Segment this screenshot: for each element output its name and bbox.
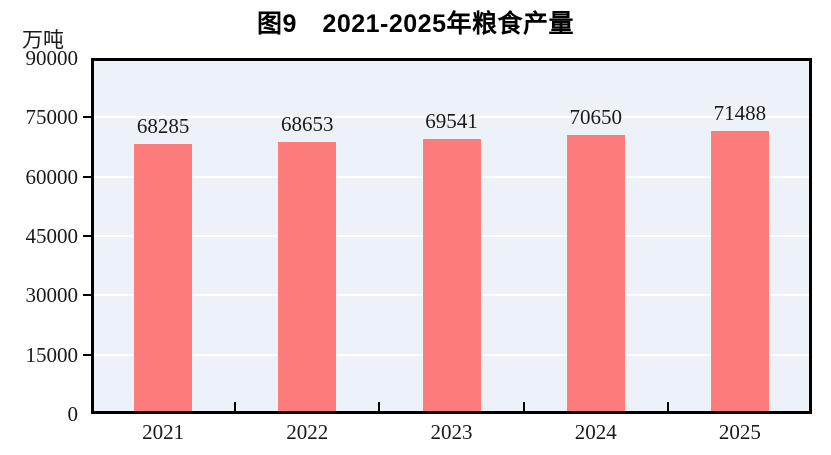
y-axis-tick-label: 0 — [67, 402, 79, 426]
x-axis-tick-label: 2024 — [574, 420, 617, 444]
y-axis-tick-label: 30000 — [25, 283, 79, 308]
y-axis-tick-label: 90000 — [25, 46, 79, 70]
y-axis-tick — [83, 116, 91, 119]
y-axis-unit-label: 万吨 — [22, 28, 64, 52]
x-axis-tick-label: 2025 — [718, 420, 761, 444]
x-axis-tick-label: 2021 — [142, 420, 185, 444]
x-axis-tick-label: 2022 — [286, 420, 329, 444]
x-axis-tick — [522, 402, 525, 411]
bar-value-label: 71488 — [713, 101, 767, 126]
y-axis-tick-label: 75000 — [25, 105, 79, 130]
bar — [566, 134, 625, 412]
bar-value-label: 68653 — [281, 112, 334, 137]
y-axis-tick — [83, 353, 91, 356]
bar — [278, 142, 337, 412]
y-axis-tick-label: 15000 — [25, 342, 79, 367]
y-axis-tick — [83, 235, 91, 237]
x-axis-tick — [378, 402, 381, 411]
bar — [422, 138, 481, 412]
bar — [710, 131, 769, 412]
bar-value-label: 70650 — [569, 104, 622, 129]
y-axis-tick — [83, 175, 91, 178]
gridline — [94, 116, 809, 119]
y-axis-tick-label: 60000 — [25, 164, 79, 189]
bar-value-label: 68285 — [136, 113, 190, 138]
bar — [134, 143, 193, 412]
chart-title: 图9 2021-2025年粮食产量 — [257, 10, 574, 38]
y-axis-tick — [83, 294, 91, 297]
x-axis-tick — [666, 402, 669, 411]
bar-value-label: 69541 — [425, 108, 478, 133]
y-axis-tick-label: 45000 — [25, 224, 79, 248]
x-axis-tick — [234, 402, 237, 411]
x-axis-tick-label: 2023 — [430, 420, 473, 444]
